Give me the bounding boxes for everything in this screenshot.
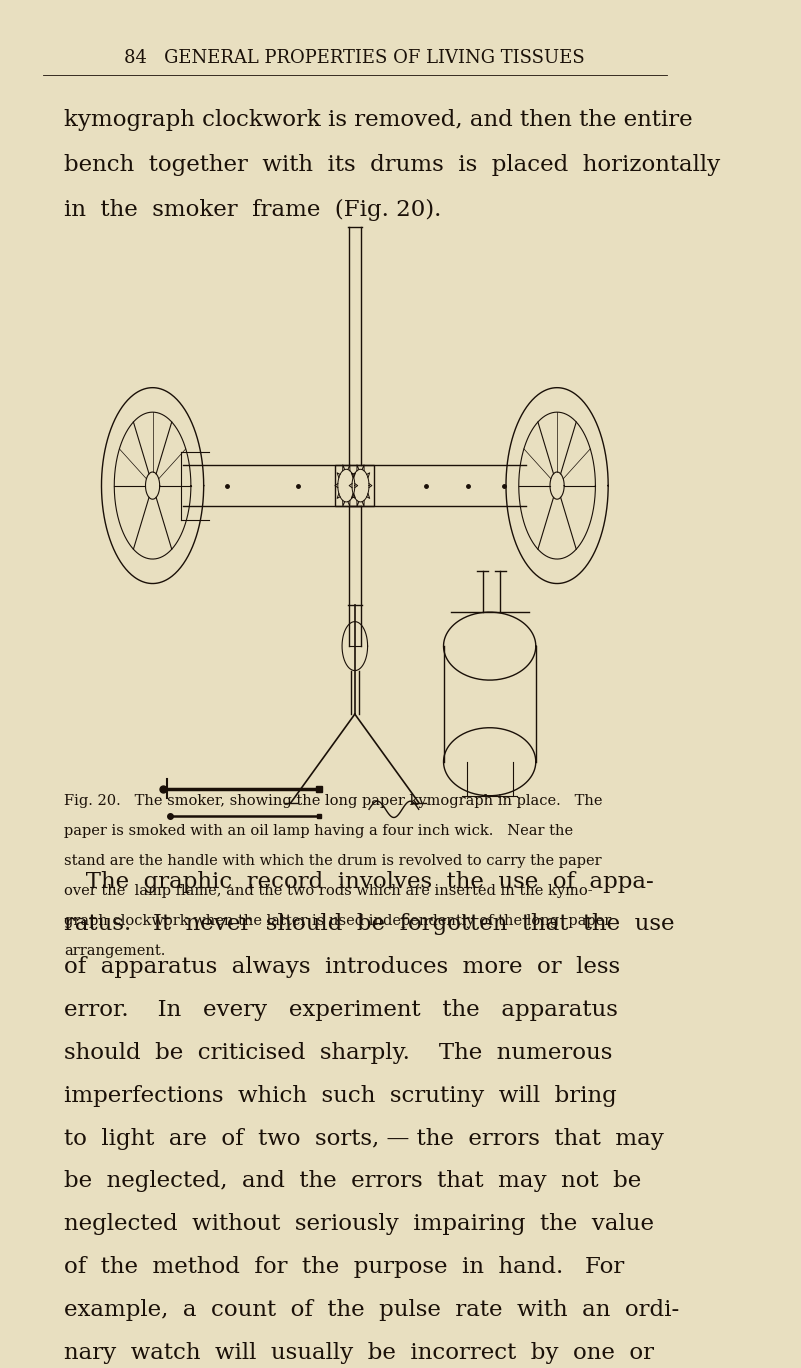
Text: neglected  without  seriously  impairing  the  value: neglected without seriously impairing th… (64, 1213, 654, 1235)
Text: arrangement.: arrangement. (64, 944, 165, 958)
Text: paper is smoked with an oil lamp having a four inch wick.   Near the: paper is smoked with an oil lamp having … (64, 825, 573, 839)
Text: Fig. 20.   The smoker, showing the long paper kymograph in place.   The: Fig. 20. The smoker, showing the long pa… (64, 795, 602, 808)
Text: bench  together  with  its  drums  is  placed  horizontally: bench together with its drums is placed … (64, 153, 720, 175)
Text: over the  lamp flame, and the two rods which are inserted in the kymo-: over the lamp flame, and the two rods wh… (64, 884, 593, 899)
Text: The  graphic  record  involves  the  use  of  appa-: The graphic record involves the use of a… (64, 870, 654, 892)
Text: example,  a  count  of  the  pulse  rate  with  an  ordi-: example, a count of the pulse rate with … (64, 1300, 679, 1321)
Text: nary  watch  will  usually  be  incorrect  by  one  or: nary watch will usually be incorrect by … (64, 1342, 654, 1364)
Text: be  neglected,  and  the  errors  that  may  not  be: be neglected, and the errors that may no… (64, 1171, 641, 1193)
Text: to  light  are  of  two  sorts, — the  errors  that  may: to light are of two sorts, — the errors … (64, 1127, 664, 1149)
Text: imperfections  which  such  scrutiny  will  bring: imperfections which such scrutiny will b… (64, 1085, 617, 1107)
Text: in  the  smoker  frame  (Fig. 20).: in the smoker frame (Fig. 20). (64, 198, 441, 220)
Text: kymograph clockwork is removed, and then the entire: kymograph clockwork is removed, and then… (64, 109, 693, 131)
Text: ratus.   It  never  should  be  forgotten  that  the  use: ratus. It never should be forgotten that… (64, 914, 674, 936)
Text: of  apparatus  always  introduces  more  or  less: of apparatus always introduces more or l… (64, 956, 620, 978)
Text: of  the  method  for  the  purpose  in  hand.   For: of the method for the purpose in hand. F… (64, 1256, 624, 1278)
Text: 84   GENERAL PROPERTIES OF LIVING TISSUES: 84 GENERAL PROPERTIES OF LIVING TISSUES (124, 49, 586, 67)
Text: error.    In   every   experiment   the   apparatus: error. In every experiment the apparatus (64, 999, 618, 1021)
Text: stand are the handle with which the drum is revolved to carry the paper: stand are the handle with which the drum… (64, 854, 602, 869)
Text: graph clockwork when the latter is used independently of the long  paper: graph clockwork when the latter is used … (64, 914, 611, 928)
Text: should  be  criticised  sharply.    The  numerous: should be criticised sharply. The numero… (64, 1042, 612, 1064)
